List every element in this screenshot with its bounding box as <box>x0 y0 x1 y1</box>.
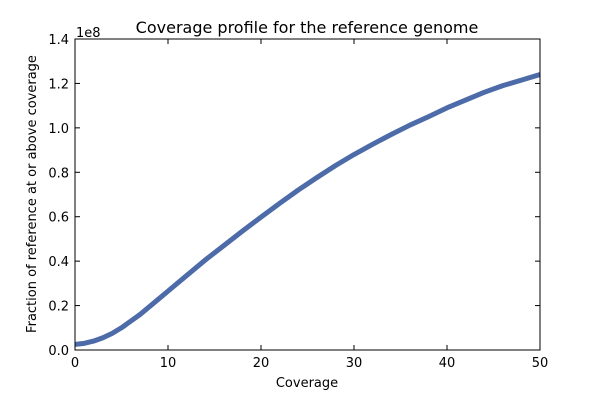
y-tick-label: 0.0 <box>48 344 69 359</box>
x-axis-label: Coverage <box>276 376 338 391</box>
y-tick-label: 0.8 <box>48 166 69 181</box>
y-tick-label: 1.2 <box>48 77 69 92</box>
x-tick-label: 10 <box>160 356 177 371</box>
x-tick-label: 40 <box>439 356 456 371</box>
x-tick-label: 20 <box>253 356 270 371</box>
y-axis-exponent-label: 1e8 <box>76 26 101 41</box>
y-tick-label: 0.2 <box>48 300 69 315</box>
x-tick-label: 50 <box>532 356 549 371</box>
y-tick-label: 0.4 <box>48 255 69 270</box>
plot-area: 0 10 20 30 40 50 0.0 0.2 0.4 0.6 0.8 1.0 1.2 1.4 <box>48 33 548 371</box>
y-axis-label: Fraction of reference at or above covera… <box>25 55 40 333</box>
x-tick-label: 30 <box>346 356 363 371</box>
y-tick-label: 1.0 <box>48 122 69 137</box>
chart-title: Coverage profile for the reference genom… <box>136 18 479 37</box>
y-tick-label: 1.4 <box>48 33 69 48</box>
y-tick-label: 0.6 <box>48 211 69 226</box>
series-line-0 <box>75 72 540 347</box>
plot-frame <box>74 38 541 351</box>
x-tick-label: 0 <box>71 356 79 371</box>
